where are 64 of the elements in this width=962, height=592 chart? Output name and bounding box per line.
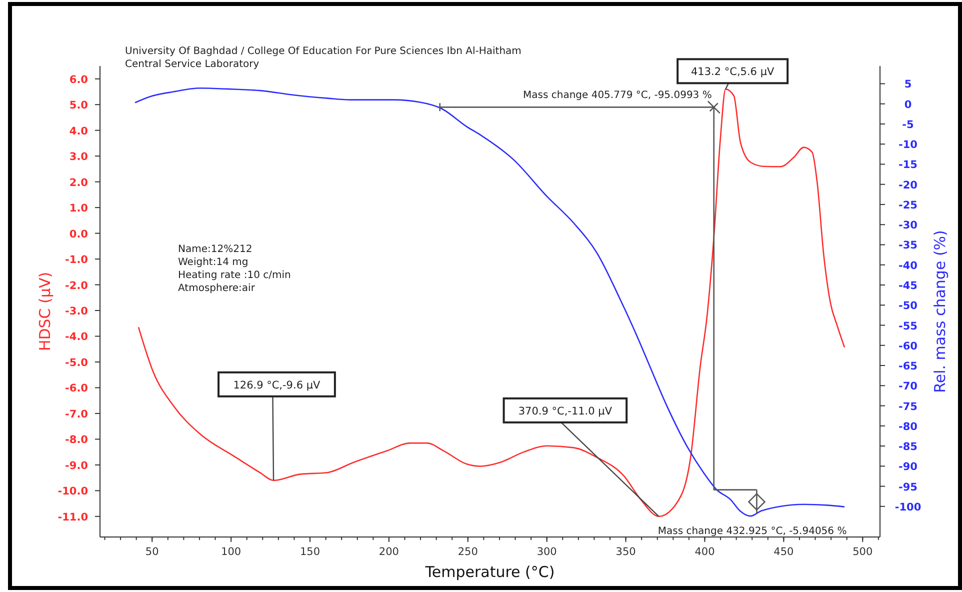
annotation: Heating rate :10 c/min: [178, 270, 291, 281]
annotation: Name:12%212: [178, 244, 252, 255]
annotation: 370.9 °C,-11.0 µV: [518, 405, 613, 418]
y2-tick-label: -40: [898, 260, 918, 272]
x-tick-label: 300: [536, 546, 557, 558]
y-tick-label: -10.0: [58, 486, 88, 498]
y2-tick-label: -60: [898, 340, 918, 352]
y-tick-label: -9.0: [65, 460, 88, 472]
chart-title: University Of Baghdad / College Of Education For Pure Sciences Ibn Al-Haitham: [125, 46, 522, 57]
y2-tick-label: -25: [898, 199, 918, 212]
x-tick-label: 150: [300, 546, 320, 558]
y2-tick-label: -45: [898, 280, 918, 292]
x-tick-label: 100: [221, 546, 242, 558]
y2-tick-label: -55: [898, 320, 918, 332]
annotation: Weight:14 mg: [178, 257, 248, 268]
y-tick-label: -4.0: [65, 331, 88, 344]
y-tick-label: -8.0: [65, 434, 88, 446]
y2-tick-label: -35: [898, 240, 918, 252]
y2-tick-label: -50: [898, 300, 918, 312]
y2-tick-label: -85: [898, 441, 918, 454]
x-tick-label: 50: [145, 546, 159, 558]
y-tick-label: -1.0: [65, 254, 88, 266]
annotation: 126.9 °C,-9.6 µV: [233, 379, 322, 392]
y-tick-label: 6.0: [69, 74, 88, 86]
y2-tick-label: -15: [898, 159, 918, 172]
y-tick-label: -11.0: [58, 511, 88, 524]
y-tick-label: -2.0: [65, 280, 88, 292]
annotation: Mass change 432.925 °C, -5.94056 %: [658, 526, 847, 537]
annotation: Atmosphere:air: [178, 283, 256, 294]
y2-tick-label: -70: [898, 380, 918, 393]
y2-tick-label: -20: [898, 179, 918, 192]
y-tick-label: 0.0: [69, 228, 88, 240]
x-tick-label: 450: [774, 546, 794, 558]
y-tick-label: -5.0: [65, 356, 88, 369]
y-tick-label: -6.0: [65, 382, 88, 395]
y2-tick-label: 0: [904, 98, 912, 111]
y-tick-label: -7.0: [65, 408, 88, 420]
y2-tick-label: -10: [898, 139, 918, 152]
y2-tick-label: -95: [898, 481, 918, 494]
y2-tick-label: -30: [898, 220, 918, 232]
x-tick-label: 200: [378, 546, 399, 558]
annotation: Mass change 405.779 °C, -95.0993 %: [523, 90, 712, 102]
x-tick-label: 350: [616, 546, 636, 558]
y2-tick-label: -75: [898, 400, 918, 413]
x-tick-label: 250: [458, 546, 478, 558]
y-tick-label: 4.0: [69, 125, 88, 138]
y2-tick-label: -100: [894, 501, 922, 514]
y-axis-title: HDSC (µV): [36, 272, 54, 352]
chart-subtitle: Central Service Laboratory: [125, 59, 260, 70]
y2-tick-label: -90: [898, 461, 918, 474]
x-axis-title: Temperature (°C): [424, 563, 555, 581]
y2-axis-title: Rel. mass change (%): [931, 230, 949, 393]
y-tick-label: -3.0: [65, 306, 88, 318]
y-tick-label: 5.0: [69, 100, 88, 112]
annotation: 413.2 °C,5.6 µV: [690, 66, 775, 78]
y-tick-label: 1.0: [69, 202, 88, 215]
x-tick-label: 500: [852, 546, 873, 558]
y2-tick-label: -80: [898, 420, 918, 433]
x-tick-label: 400: [694, 546, 715, 558]
y2-tick-label: -65: [898, 360, 918, 373]
y2-tick-label: -5: [902, 118, 914, 131]
y-tick-label: 2.0: [69, 176, 88, 189]
y2-tick-label: 5: [904, 78, 912, 91]
y-tick-label: 3.0: [69, 151, 88, 164]
